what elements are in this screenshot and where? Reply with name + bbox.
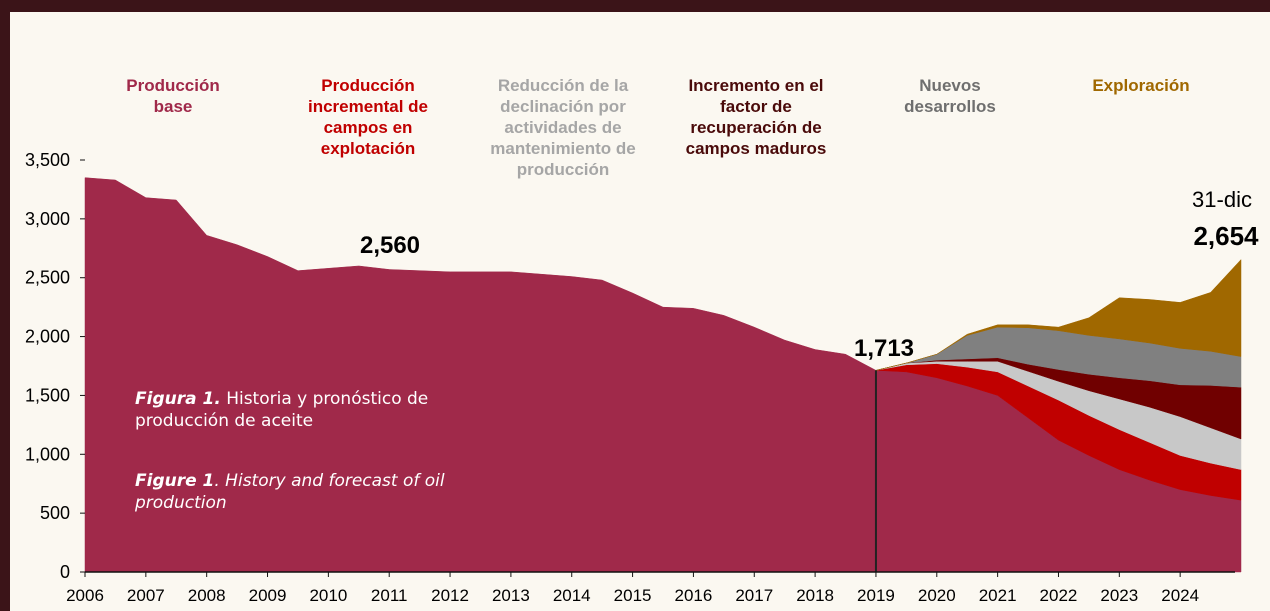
x-tick-label: 2023 xyxy=(1100,586,1138,605)
x-tick-label: 2009 xyxy=(249,586,287,605)
x-tick-label: 2024 xyxy=(1161,586,1199,605)
legend-entry: Incremento en el factor de recuperación … xyxy=(676,75,836,159)
x-tick-label: 2021 xyxy=(979,586,1017,605)
y-tick-label: 2,000 xyxy=(25,327,70,347)
legend-entry: Nuevos desarrollos xyxy=(885,75,1015,117)
page: 0 500 1,000 1,500 2,000 2,500 3,000 3,500 2006 20… xyxy=(0,0,1270,611)
annotation: 2,654 xyxy=(1193,221,1259,251)
x-tick-label: 2014 xyxy=(553,586,591,605)
x-tick-label: 2013 xyxy=(492,586,530,605)
annotation: 31-dic xyxy=(1192,187,1252,212)
y-tick-label: 1,000 xyxy=(25,444,70,464)
annotation: 1,713 xyxy=(854,335,914,362)
x-tick-label: 2006 xyxy=(66,586,104,605)
x-tick-label: 2010 xyxy=(309,586,347,605)
x-tick-label: 2007 xyxy=(127,586,165,605)
y-tick-label: 3,500 xyxy=(25,150,70,170)
legend-entry: Reducción de la declinación por activida… xyxy=(483,75,643,180)
caption-label: Figura 1. xyxy=(135,389,221,409)
y-tick-label: 0 xyxy=(60,562,70,582)
x-tick-label: 2017 xyxy=(735,586,773,605)
legend-entry: Producción base xyxy=(113,75,233,117)
y-tick-label: 1,500 xyxy=(25,385,70,405)
legend-entry: Producción incremental de campos en expl… xyxy=(288,75,448,159)
x-tick-label: 2020 xyxy=(918,586,956,605)
x-tick-label: 2022 xyxy=(1040,586,1078,605)
y-tick-label: 2,500 xyxy=(25,268,70,288)
y-tick-label: 500 xyxy=(40,503,70,523)
x-tick-label: 2016 xyxy=(675,586,713,605)
x-tick-label: 2012 xyxy=(431,586,469,605)
legend-entry: Exploración xyxy=(1061,75,1221,96)
y-tick-label: 3,000 xyxy=(25,209,70,229)
x-tick-label: 2008 xyxy=(188,586,226,605)
annotation: 2,560 xyxy=(360,232,420,259)
x-tick-label: 2015 xyxy=(614,586,652,605)
caption-en: Figure 1. History and forecast of oil pr… xyxy=(135,470,465,514)
caption-es: Figura 1. Historia y pronóstico de produ… xyxy=(135,388,465,432)
caption-label: Figure 1 xyxy=(135,471,214,491)
x-tick-label: 2018 xyxy=(796,586,834,605)
x-tick-label: 2011 xyxy=(371,586,408,605)
x-tick-label: 2019 xyxy=(857,586,895,605)
